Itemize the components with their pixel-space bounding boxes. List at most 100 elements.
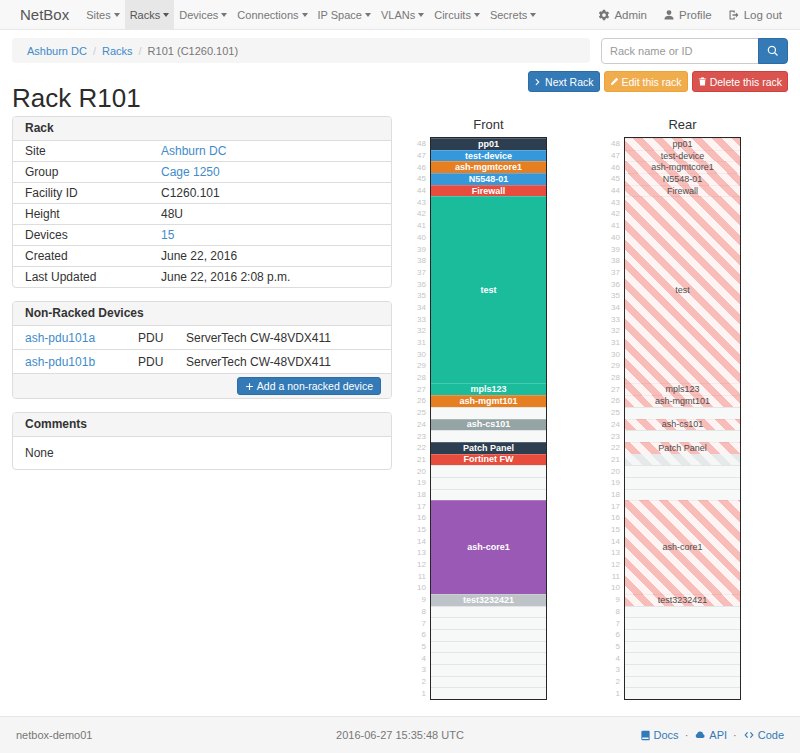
device-fortinet-fw-rear — [625, 454, 740, 466]
code-icon — [743, 729, 755, 741]
nav-item-label: VLANs — [381, 9, 415, 21]
unit-number: 15 — [608, 524, 624, 536]
rack-attr-value-devices[interactable]: 15 — [161, 228, 174, 242]
rack-search-input[interactable] — [601, 38, 759, 64]
nav-item-circuits[interactable]: Circuits — [429, 0, 485, 29]
unit-number: 47 — [608, 150, 624, 162]
unit-number: 30 — [608, 348, 624, 360]
unit-number: 27 — [608, 383, 624, 395]
rack-attr-label: Site — [13, 141, 161, 161]
device-firewall-front[interactable]: Firewall — [431, 185, 546, 197]
nav-item-admin[interactable]: Admin — [590, 0, 655, 29]
nav-item-racks[interactable]: Racks — [125, 0, 175, 29]
rack-frame-front: pp01test-deviceash-mgmtcore1N5548-01Fire… — [430, 137, 547, 700]
unit-number: 42 — [608, 208, 624, 220]
unit-number: 46 — [608, 161, 624, 173]
rack-search-button[interactable] — [758, 38, 788, 64]
front-title: Front — [430, 117, 547, 132]
unit-number: 4 — [608, 652, 624, 664]
unit-number: 28 — [414, 372, 430, 384]
device-n5548-01-front[interactable]: N5548-01 — [431, 173, 546, 185]
rack-unit-empty — [431, 606, 546, 618]
device-mpls123-rear: mpls123 — [625, 383, 740, 395]
rack-attr-value-group[interactable]: Cage 1250 — [161, 165, 220, 179]
unit-number: 22 — [608, 442, 624, 454]
rack-info-panel: Rack SiteAshburn DCGroupCage 1250Facilit… — [12, 116, 392, 288]
nav-item-connections[interactable]: Connections — [232, 0, 312, 29]
device-patch-panel-rear: Patch Panel — [625, 442, 740, 454]
device-fortinet-fw-front[interactable]: Fortinet FW — [431, 454, 546, 466]
unit-numbers-front: 4847464544434241403938373635343332313029… — [414, 137, 430, 700]
device-pp01-front[interactable]: pp01 — [431, 138, 546, 150]
unit-number: 1 — [414, 687, 430, 699]
footer-link-label: API — [709, 729, 727, 741]
device-ash-core1-rear: ash-core1 — [625, 500, 740, 594]
unit-number: 30 — [414, 348, 430, 360]
footer-link-label: Code — [758, 729, 784, 741]
nav-item-log-out[interactable]: Log out — [720, 0, 790, 29]
unit-number: 35 — [608, 290, 624, 302]
nav-item-label: Racks — [130, 9, 161, 21]
breadcrumb-item-racks[interactable]: Racks — [102, 45, 133, 57]
add-nonracked-device-button[interactable]: Add a non-racked device — [237, 377, 381, 395]
footer-hostname: netbox-demo01 — [0, 729, 260, 741]
next-rack-button[interactable]: Next Rack — [528, 71, 599, 92]
device-ash-mgmtcore1-rear: ash-mgmtcore1 — [625, 161, 740, 173]
unit-number: 12 — [414, 559, 430, 571]
device-mpls123-front[interactable]: mpls123 — [431, 383, 546, 395]
device-test-device-front[interactable]: test-device — [431, 150, 546, 162]
plus-icon — [245, 382, 254, 391]
next-rack-label: Next Rack — [545, 76, 593, 88]
footer-link-docs[interactable]: Docs — [640, 729, 679, 741]
breadcrumb-item-ashburn-dc[interactable]: Ashburn DC — [27, 45, 87, 57]
device-ash-mgmt101-front[interactable]: ash-mgmt101 — [431, 395, 546, 407]
device-test3232421-rear: test3232421 — [625, 594, 740, 606]
rack-attr-value: 15 — [161, 225, 391, 245]
rack-unit-empty — [625, 641, 740, 653]
unit-number: 33 — [414, 313, 430, 325]
unit-number: 14 — [608, 535, 624, 547]
rack-unit-empty — [625, 407, 740, 419]
delete-rack-button[interactable]: Delete this rack — [692, 71, 788, 92]
breadcrumb-separator: / — [139, 45, 142, 57]
device-ash-core1-front[interactable]: ash-core1 — [431, 500, 546, 594]
unit-number: 4 — [414, 652, 430, 664]
rack-attr-label: Last Updated — [13, 267, 161, 287]
breadcrumb: Ashburn DC/Racks/R101 (C1260.101) — [12, 38, 590, 63]
nav-item-profile[interactable]: Profile — [655, 0, 720, 29]
rack-attr-value-height: 48U — [161, 207, 183, 221]
device-ash-cs101-front[interactable]: ash-cs101 — [431, 419, 546, 431]
rack-unit-empty — [625, 489, 740, 501]
rack-attr-value-site[interactable]: Ashburn DC — [161, 144, 226, 158]
nav-item-ip-space[interactable]: IP Space — [313, 0, 376, 29]
footer-link-api[interactable]: API — [694, 729, 727, 741]
footer-link-code[interactable]: Code — [743, 729, 784, 741]
nav-item-vlans[interactable]: VLANs — [376, 0, 429, 29]
device-link-ash-pdu101b[interactable]: ash-pdu101b — [25, 355, 95, 369]
nav-item-secrets[interactable]: Secrets — [485, 0, 541, 29]
device-test3232421-front[interactable]: test3232421 — [431, 594, 546, 606]
unit-number: 25 — [608, 407, 624, 419]
unit-number: 26 — [608, 395, 624, 407]
rack-attr-value: C1260.101 — [161, 183, 391, 203]
nav-item-sites[interactable]: Sites — [81, 0, 124, 29]
device-link-ash-pdu101a[interactable]: ash-pdu101a — [25, 331, 95, 345]
device-patch-panel-front[interactable]: Patch Panel — [431, 442, 546, 454]
edit-rack-button[interactable]: Edit this rack — [604, 71, 688, 92]
navbar: NetBox Sites Racks DevicesConnectionsIP Sp… — [0, 0, 800, 30]
rack-search-form — [601, 38, 788, 64]
unit-number: 29 — [414, 360, 430, 372]
unit-number: 15 — [414, 524, 430, 536]
nav-item-devices[interactable]: Devices — [174, 0, 232, 29]
unit-number: 39 — [608, 243, 624, 255]
device-ash-mgmtcore1-front[interactable]: ash-mgmtcore1 — [431, 161, 546, 173]
unit-number: 8 — [414, 606, 430, 618]
device-role-cell: PDU — [138, 350, 186, 373]
unit-number: 18 — [608, 489, 624, 501]
device-test-front[interactable]: test — [431, 196, 546, 383]
app-brand[interactable]: NetBox — [10, 0, 81, 29]
unit-number: 32 — [414, 325, 430, 337]
unit-number: 1 — [608, 687, 624, 699]
unit-number: 3 — [608, 664, 624, 676]
unit-number: 35 — [414, 290, 430, 302]
